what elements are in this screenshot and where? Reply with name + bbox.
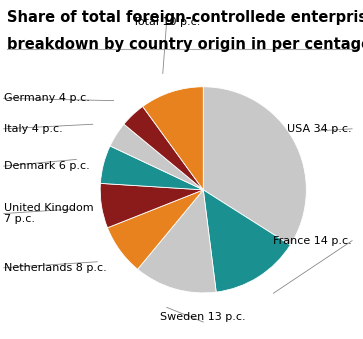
Text: Germany 4 p.c.: Germany 4 p.c. [4,93,90,103]
Wedge shape [101,146,203,190]
Wedge shape [100,183,203,228]
Text: United Kingdom
7 p.c.: United Kingdom 7 p.c. [4,203,93,224]
Text: USA 34 p.c.: USA 34 p.c. [287,124,352,134]
Text: breakdown by country origin in per centage: breakdown by country origin in per centa… [7,37,363,52]
Text: Italy 4 p.c.: Italy 4 p.c. [4,124,62,134]
Wedge shape [110,124,203,190]
Wedge shape [107,190,203,269]
Wedge shape [143,87,203,190]
Wedge shape [203,87,306,245]
Wedge shape [138,190,216,293]
Text: Denmark 6 p.c.: Denmark 6 p.c. [4,161,89,171]
Text: Share of total foreign-controllede enterprises,: Share of total foreign-controllede enter… [7,10,363,25]
Text: Total 10 p.c.: Total 10 p.c. [133,17,201,27]
Wedge shape [124,106,203,190]
Text: Sweden 13 p.c.: Sweden 13 p.c. [160,312,246,322]
Wedge shape [203,190,290,292]
Text: France 14 p.c.: France 14 p.c. [273,236,352,246]
Text: Netherlands 8 p.c.: Netherlands 8 p.c. [4,263,106,273]
